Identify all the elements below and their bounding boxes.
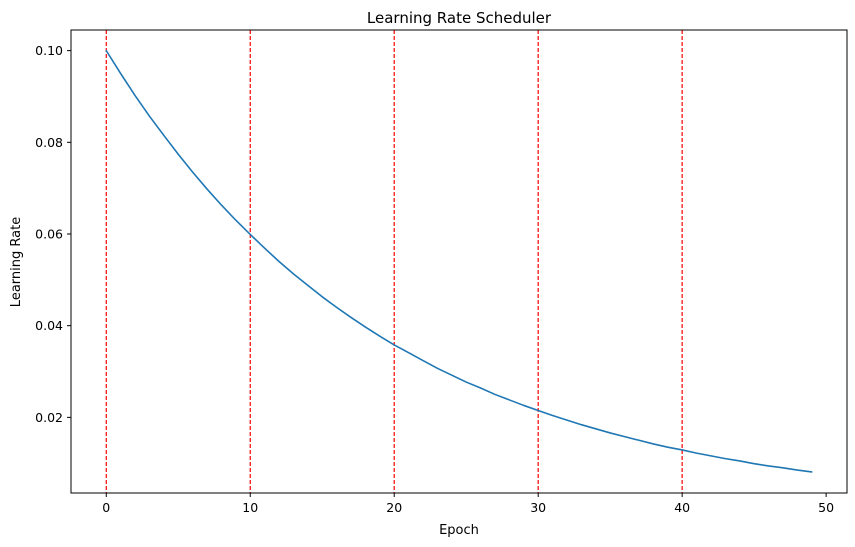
data-point xyxy=(653,443,655,445)
data-point xyxy=(725,458,727,460)
data-point xyxy=(365,326,367,328)
data-point xyxy=(667,446,669,448)
data-point xyxy=(768,465,770,467)
data-point xyxy=(422,360,424,362)
data-point xyxy=(321,296,323,298)
y-axis-label: Learning Rate xyxy=(9,217,24,307)
y-tick-label: 0.02 xyxy=(35,410,63,425)
data-point xyxy=(264,247,266,249)
data-point xyxy=(350,317,352,319)
data-point xyxy=(581,424,583,426)
data-point xyxy=(566,419,568,421)
x-axis-label: Epoch xyxy=(439,523,479,538)
data-point xyxy=(710,455,712,457)
data-point xyxy=(163,135,165,137)
data-point xyxy=(595,428,597,430)
data-point xyxy=(681,449,683,451)
data-point xyxy=(696,452,698,454)
x-tick-label: 40 xyxy=(674,500,690,515)
data-point xyxy=(624,436,626,438)
data-point xyxy=(336,307,338,309)
series-line xyxy=(105,49,813,473)
y-tick-label: 0.08 xyxy=(35,135,63,150)
data-point xyxy=(393,344,395,346)
data-point xyxy=(811,471,813,473)
data-point xyxy=(480,387,482,389)
y-tick-label: 0.10 xyxy=(35,43,63,58)
y-tick-label: 0.06 xyxy=(35,226,63,241)
x-tick-label: 0 xyxy=(102,500,110,515)
data-point xyxy=(408,352,410,354)
data-point xyxy=(105,50,107,52)
plot-frame xyxy=(70,29,848,494)
data-point xyxy=(552,415,554,417)
data-point xyxy=(278,261,280,263)
data-point xyxy=(149,115,151,117)
data-point xyxy=(523,405,525,407)
data-point xyxy=(437,368,439,370)
y-tick-label: 0.04 xyxy=(35,318,63,333)
data-point xyxy=(293,273,295,275)
x-tick-label: 50 xyxy=(818,500,834,515)
x-tick-label: 30 xyxy=(530,500,546,515)
data-point xyxy=(797,469,799,471)
data-point xyxy=(249,234,251,236)
data-point xyxy=(494,394,496,396)
x-tick-label: 10 xyxy=(242,500,258,515)
data-point xyxy=(177,153,179,155)
data-point xyxy=(221,204,223,206)
y-axis: 0.02 0.04 0.06 0.08 0.10 xyxy=(35,43,71,425)
x-tick-label: 20 xyxy=(386,500,402,515)
data-point xyxy=(782,467,784,469)
data-point xyxy=(120,73,122,75)
data-point xyxy=(465,381,467,383)
x-axis: 0 10 20 30 40 50 xyxy=(102,493,834,515)
plot-area xyxy=(105,30,813,493)
data-point xyxy=(509,399,511,401)
data-point xyxy=(206,188,208,190)
data-point xyxy=(638,439,640,441)
data-point xyxy=(134,95,136,97)
data-point xyxy=(235,219,237,221)
data-point xyxy=(451,374,453,376)
chart-title: Learning Rate Scheduler xyxy=(367,9,552,27)
data-point xyxy=(192,171,194,173)
data-point xyxy=(379,335,381,337)
data-point xyxy=(307,285,309,287)
data-point xyxy=(609,432,611,434)
data-point xyxy=(537,410,539,412)
data-point xyxy=(753,463,755,465)
data-point xyxy=(739,460,741,462)
